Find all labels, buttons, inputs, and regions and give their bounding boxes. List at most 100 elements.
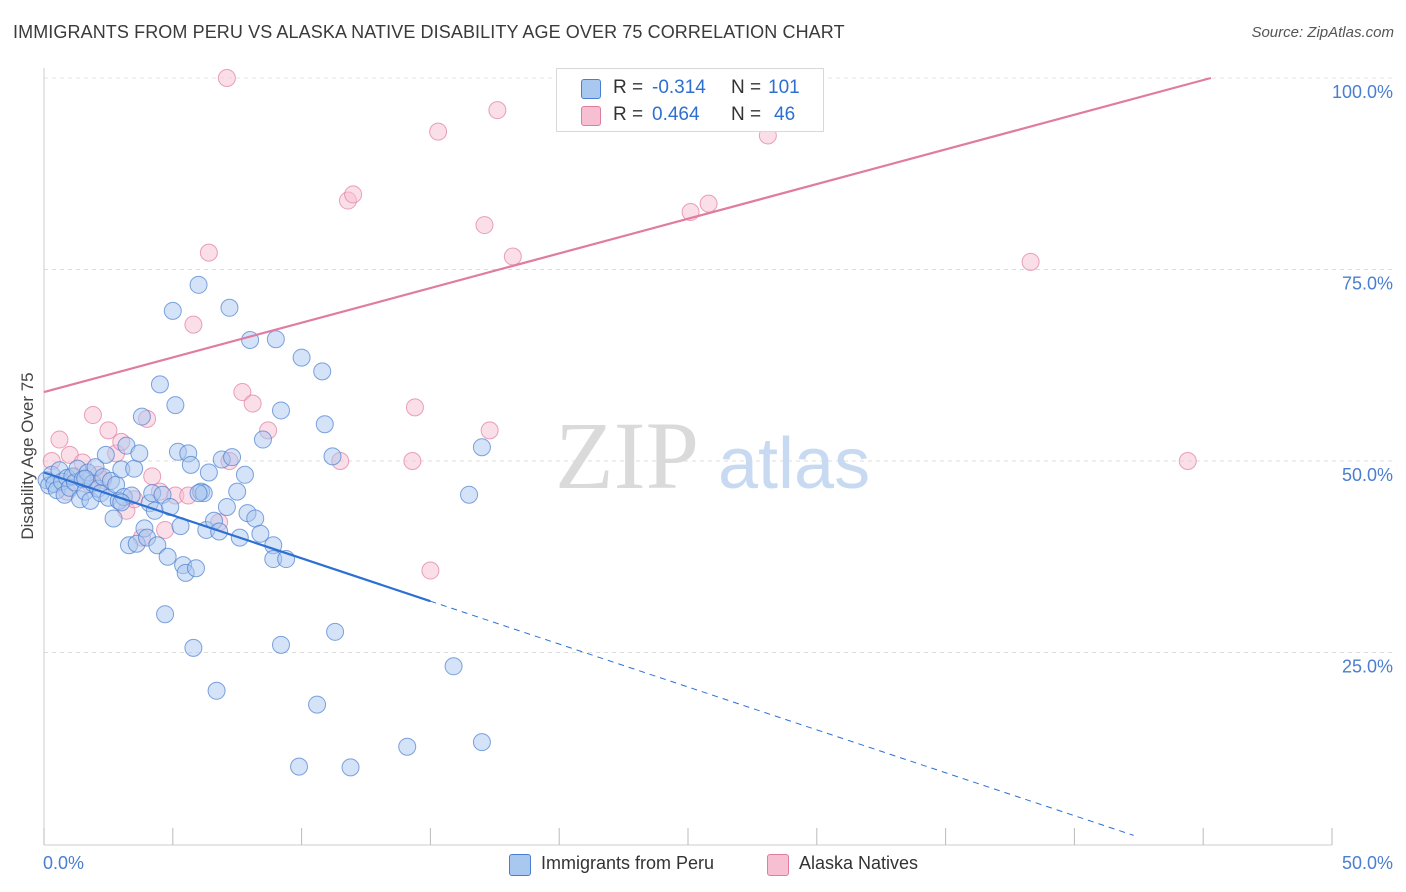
alaska-point xyxy=(421,561,440,580)
peru-point xyxy=(163,301,182,320)
peru-point xyxy=(341,758,360,777)
alaska-point xyxy=(503,247,522,266)
peru-point xyxy=(207,681,226,700)
peru-point xyxy=(96,445,115,464)
series-legend: Immigrants from Peru Alaska Natives xyxy=(0,852,1406,878)
peru-point xyxy=(290,757,309,776)
peru-point xyxy=(292,348,311,367)
alaska-point xyxy=(217,69,236,87)
alaska-point xyxy=(50,430,69,449)
legend-swatch-peru xyxy=(509,854,531,876)
peru-point xyxy=(217,497,236,516)
peru-point xyxy=(271,635,290,654)
alaska-point xyxy=(233,383,252,402)
chart-title: IMMIGRANTS FROM PERU VS ALASKA NATIVE DI… xyxy=(13,22,845,42)
peru-point xyxy=(326,622,345,641)
peru-point xyxy=(104,509,123,528)
alaska-point xyxy=(243,394,262,413)
source-label: Source: ZipAtlas.com xyxy=(1251,24,1394,41)
legend-swatch-peru xyxy=(581,79,601,99)
alaska-point xyxy=(488,101,507,120)
peru-point xyxy=(266,330,285,349)
legend-r-value: 0.464 xyxy=(652,104,700,125)
peru-point xyxy=(166,396,185,415)
peru-point xyxy=(223,448,242,467)
y-tick-label: 25.0% xyxy=(1342,657,1393,677)
legend-r-label: R = xyxy=(613,104,644,125)
peru-point xyxy=(235,465,254,484)
peru-point xyxy=(313,362,332,381)
tick-labels: 25.0% 50.0% 75.0% 100.0% 0.0% 50.0% xyxy=(43,82,1393,873)
peru-point xyxy=(112,493,131,512)
trend-lines xyxy=(43,76,1212,836)
peru-point xyxy=(460,485,479,504)
peru-point xyxy=(246,509,265,528)
y-tick-label: 50.0% xyxy=(1342,465,1393,485)
peru-point xyxy=(150,375,169,394)
legend-row-peru: R = -0.314 N = 101 xyxy=(557,73,823,101)
peru-point xyxy=(228,482,247,501)
grid-lines xyxy=(44,77,1392,653)
alaska-point xyxy=(699,194,718,213)
alaska-point xyxy=(344,185,363,204)
peru-point xyxy=(130,444,149,463)
legend-r-value: -0.314 xyxy=(652,77,706,98)
alaska-point xyxy=(405,398,424,417)
alaska-point xyxy=(475,216,494,235)
peru-trend-line xyxy=(43,471,431,603)
peru-point xyxy=(199,463,218,482)
legend-n-value: 46 xyxy=(774,104,796,125)
y-tick-label: 75.0% xyxy=(1342,274,1393,294)
peru-point xyxy=(472,733,491,752)
legend-swatch-alaska xyxy=(767,854,789,876)
peru-point xyxy=(186,559,205,578)
y-tick-label: 100.0% xyxy=(1332,82,1393,102)
alaska-point xyxy=(156,520,175,539)
alaska-point xyxy=(1178,452,1197,470)
peru-point xyxy=(189,275,208,294)
alaska-point xyxy=(480,421,499,440)
peru-point xyxy=(156,605,175,624)
watermark: ZIP atlas xyxy=(555,402,870,509)
legend-label-peru: Immigrants from Peru xyxy=(541,853,715,873)
peru-point xyxy=(132,407,151,426)
peru-point xyxy=(125,459,144,478)
alaska-point xyxy=(184,315,203,334)
alaska-trend-line xyxy=(43,76,1212,394)
peru-trend-extension xyxy=(430,600,1134,836)
peru-point xyxy=(308,695,327,714)
peru-point xyxy=(472,438,491,457)
x-tick-label: 50.0% xyxy=(1342,853,1393,873)
legend-n-label: N = xyxy=(731,77,762,98)
peru-point xyxy=(189,484,208,503)
y-axis-label: Disability Age Over 75 xyxy=(18,372,37,539)
peru-point xyxy=(253,430,272,449)
peru-point xyxy=(251,524,270,543)
alaska-point xyxy=(403,452,422,470)
correlation-legend: R = -0.314 N = 101 R = 0.464 N = 46 xyxy=(556,68,824,132)
legend-swatch-alaska xyxy=(581,106,601,126)
peru-point xyxy=(220,298,239,317)
legend-r-label: R = xyxy=(613,77,644,98)
peru-point xyxy=(398,737,417,756)
alaska-point xyxy=(199,243,218,262)
legend-row-alaska: R = 0.464 N = 46 xyxy=(557,100,823,128)
alaska-point xyxy=(143,467,162,486)
peru-point xyxy=(444,657,463,676)
peru-point xyxy=(184,638,203,657)
alaska-point xyxy=(429,122,448,141)
peru-point xyxy=(181,455,200,474)
peru-point xyxy=(148,536,167,555)
peru-point xyxy=(158,547,177,566)
watermark-atlas: atlas xyxy=(718,424,870,504)
alaska-point xyxy=(83,406,102,425)
peru-point xyxy=(271,401,290,420)
alaska-point xyxy=(99,421,118,440)
x-tick-label: 0.0% xyxy=(43,853,84,873)
alaska-point xyxy=(1021,252,1040,271)
peru-point xyxy=(315,415,334,434)
legend-n-label: N = xyxy=(731,104,762,125)
legend-n-value: 101 xyxy=(768,77,800,98)
legend-label-alaska: Alaska Natives xyxy=(799,853,919,873)
